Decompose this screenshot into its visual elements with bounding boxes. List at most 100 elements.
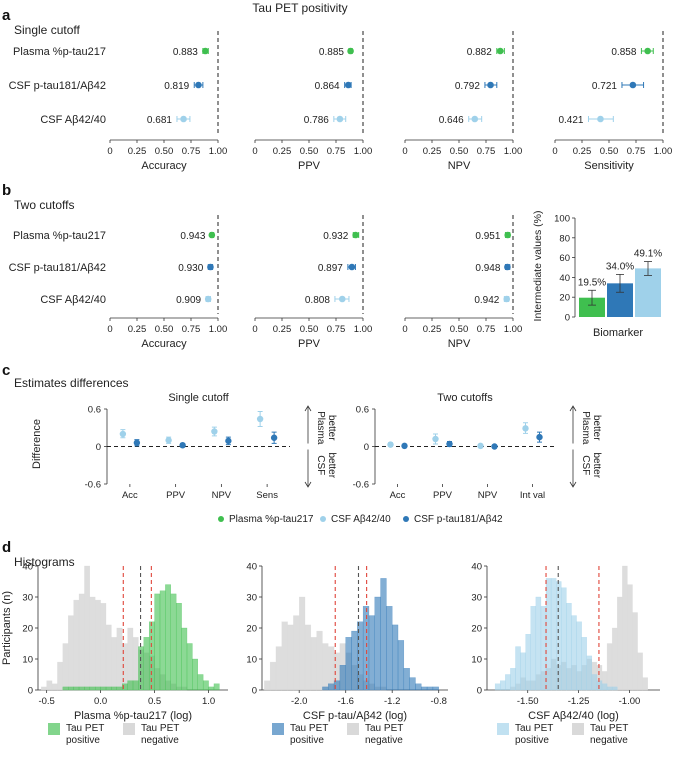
b-value-label: 0.932: [323, 231, 348, 242]
bars-y-tick-label: 80: [559, 233, 570, 244]
d-bar-positive: [530, 606, 537, 691]
c-y-tick-label: 0: [364, 442, 369, 453]
d-bar-negative: [46, 680, 53, 691]
d-bar-positive: [208, 686, 215, 691]
d-legend-negative-swatch: [347, 723, 359, 735]
d-bar-positive: [197, 674, 204, 691]
c-side-label-top: better: [326, 415, 337, 441]
d-x-axis-label: CSF p-tau/Aβ42 (log): [303, 710, 407, 722]
row-label-plasma-b: Plasma %p-tau217: [13, 230, 106, 242]
a-x-tick-label: 0: [107, 146, 112, 157]
b-x-tick-label: 0.75: [477, 324, 496, 335]
d-legend-negative-label: negative: [141, 735, 179, 746]
c-point: [119, 430, 127, 438]
a-x-tick-label: 1.00: [354, 146, 373, 157]
d-bar-positive: [403, 668, 410, 691]
d-bar-positive: [165, 584, 171, 691]
c-panel-2: Two cutoffs 0.6 0 -0.6 Acc PPV NPV Int val Plasm…: [353, 392, 602, 501]
b-point: [204, 295, 212, 303]
a-value-label: 0.858: [611, 47, 636, 58]
a-point: [629, 81, 637, 89]
bar: [579, 297, 605, 317]
c-side-label-top: Plasma: [315, 411, 326, 445]
d-legend-positive-label: Tau PET: [290, 723, 328, 734]
row-label-csf-ptau-a: CSF p-tau181/Aβ42: [9, 80, 106, 92]
bars-y-tick-label: 0: [565, 313, 570, 324]
bars-y-tick-label: 40: [559, 273, 570, 284]
c-x-tick-label: PPV: [433, 490, 453, 501]
d-legend-positive-label: positive: [290, 735, 324, 746]
c-ylabel: Difference: [31, 419, 43, 469]
d-y-tick-label: 40: [22, 562, 33, 573]
d-bar-positive: [186, 643, 193, 691]
d-bar-positive: [105, 686, 112, 691]
d-bar-negative: [264, 680, 271, 691]
d-x-axis-label: Plasma %p-tau217 (log): [74, 710, 192, 722]
d-bar-positive: [89, 686, 96, 691]
c-point: [256, 415, 264, 423]
d-x-tick-label: -0.8: [431, 696, 447, 707]
d-x-tick-label: 0.5: [148, 696, 161, 707]
c-point: [432, 435, 439, 443]
d-bar-positive: [586, 655, 593, 691]
d-y-tick-label: 0: [28, 686, 33, 697]
d-bar-positive: [386, 606, 393, 691]
section-title-a: Single cutoff: [14, 23, 80, 37]
b-x-tick-label: 0.25: [423, 324, 442, 335]
legend-c-csf-ptau-label: CSF p-tau181/Aβ42: [414, 514, 503, 525]
b-point: [503, 295, 511, 303]
d-legend-negative-label: Tau PET: [365, 723, 403, 734]
bar-value-label: 34.0%: [606, 261, 634, 272]
c-point: [477, 442, 484, 450]
a-x-axis-label: Sensitivity: [584, 160, 634, 172]
a-point: [336, 115, 344, 123]
d-bar-negative: [611, 627, 618, 691]
d-bar-positive: [68, 686, 74, 691]
d-bar-negative: [304, 624, 312, 691]
a-x-tick-label: 0.25: [573, 146, 592, 157]
bar-value-label: 19.5%: [578, 277, 606, 288]
d-ylabel: Participants (n): [1, 591, 13, 665]
d-legend-negative-swatch: [123, 723, 135, 735]
d-x-tick-label: 0.0: [94, 696, 107, 707]
legend-c-csf-ab-marker: [320, 516, 326, 522]
d-bar-negative: [322, 643, 329, 691]
a-panel-2: 0 0.25 0.50 0.75 1.00 PPV 0.885 0.864 0.786: [252, 31, 372, 172]
d-bar-positive: [202, 680, 209, 691]
bars-xlabel: Biomarker: [593, 327, 643, 339]
a-value-label: 0.786: [304, 115, 329, 126]
b-x-tick-label: 0.50: [450, 324, 469, 335]
b-point: [504, 263, 511, 271]
d-x-tick-label: 1.0: [202, 696, 215, 707]
d-bar-positive: [84, 686, 91, 691]
legend-c-csf-ptau-marker: [403, 516, 409, 522]
d-bar-negative: [328, 646, 335, 691]
d-bar-positive: [421, 686, 428, 691]
c-point: [387, 441, 394, 448]
d-bar-negative: [632, 612, 638, 691]
a-x-tick-label: 0.25: [128, 146, 147, 157]
b-value-label: 0.942: [474, 295, 499, 306]
d-bar-negative: [606, 643, 613, 691]
a-x-tick-label: 0: [252, 146, 257, 157]
c-point: [165, 437, 172, 444]
d-bar-negative: [642, 677, 648, 691]
d-bar-positive: [426, 686, 434, 691]
row-label-plasma-a: Plasma %p-tau217: [13, 46, 106, 58]
d-bar-positive: [566, 603, 572, 691]
d-legend-positive-label: Tau PET: [515, 723, 553, 734]
a-x-tick-label: 0.75: [182, 146, 201, 157]
d-bar-positive: [581, 637, 587, 691]
c-side-label-bottom: better: [326, 452, 337, 478]
c-point: [536, 433, 543, 441]
d-bar-negative: [293, 615, 300, 691]
a-x-tick-label: 0.75: [477, 146, 496, 157]
a-point: [487, 81, 494, 89]
d-bar-negative: [617, 596, 623, 691]
c-x-tick-label: NPV: [478, 490, 498, 501]
b-x-tick-label: 1.00: [504, 324, 523, 335]
bar-value-label: 49.1%: [634, 249, 662, 260]
d-bar-positive: [154, 593, 161, 691]
d-bar-positive: [374, 596, 381, 691]
